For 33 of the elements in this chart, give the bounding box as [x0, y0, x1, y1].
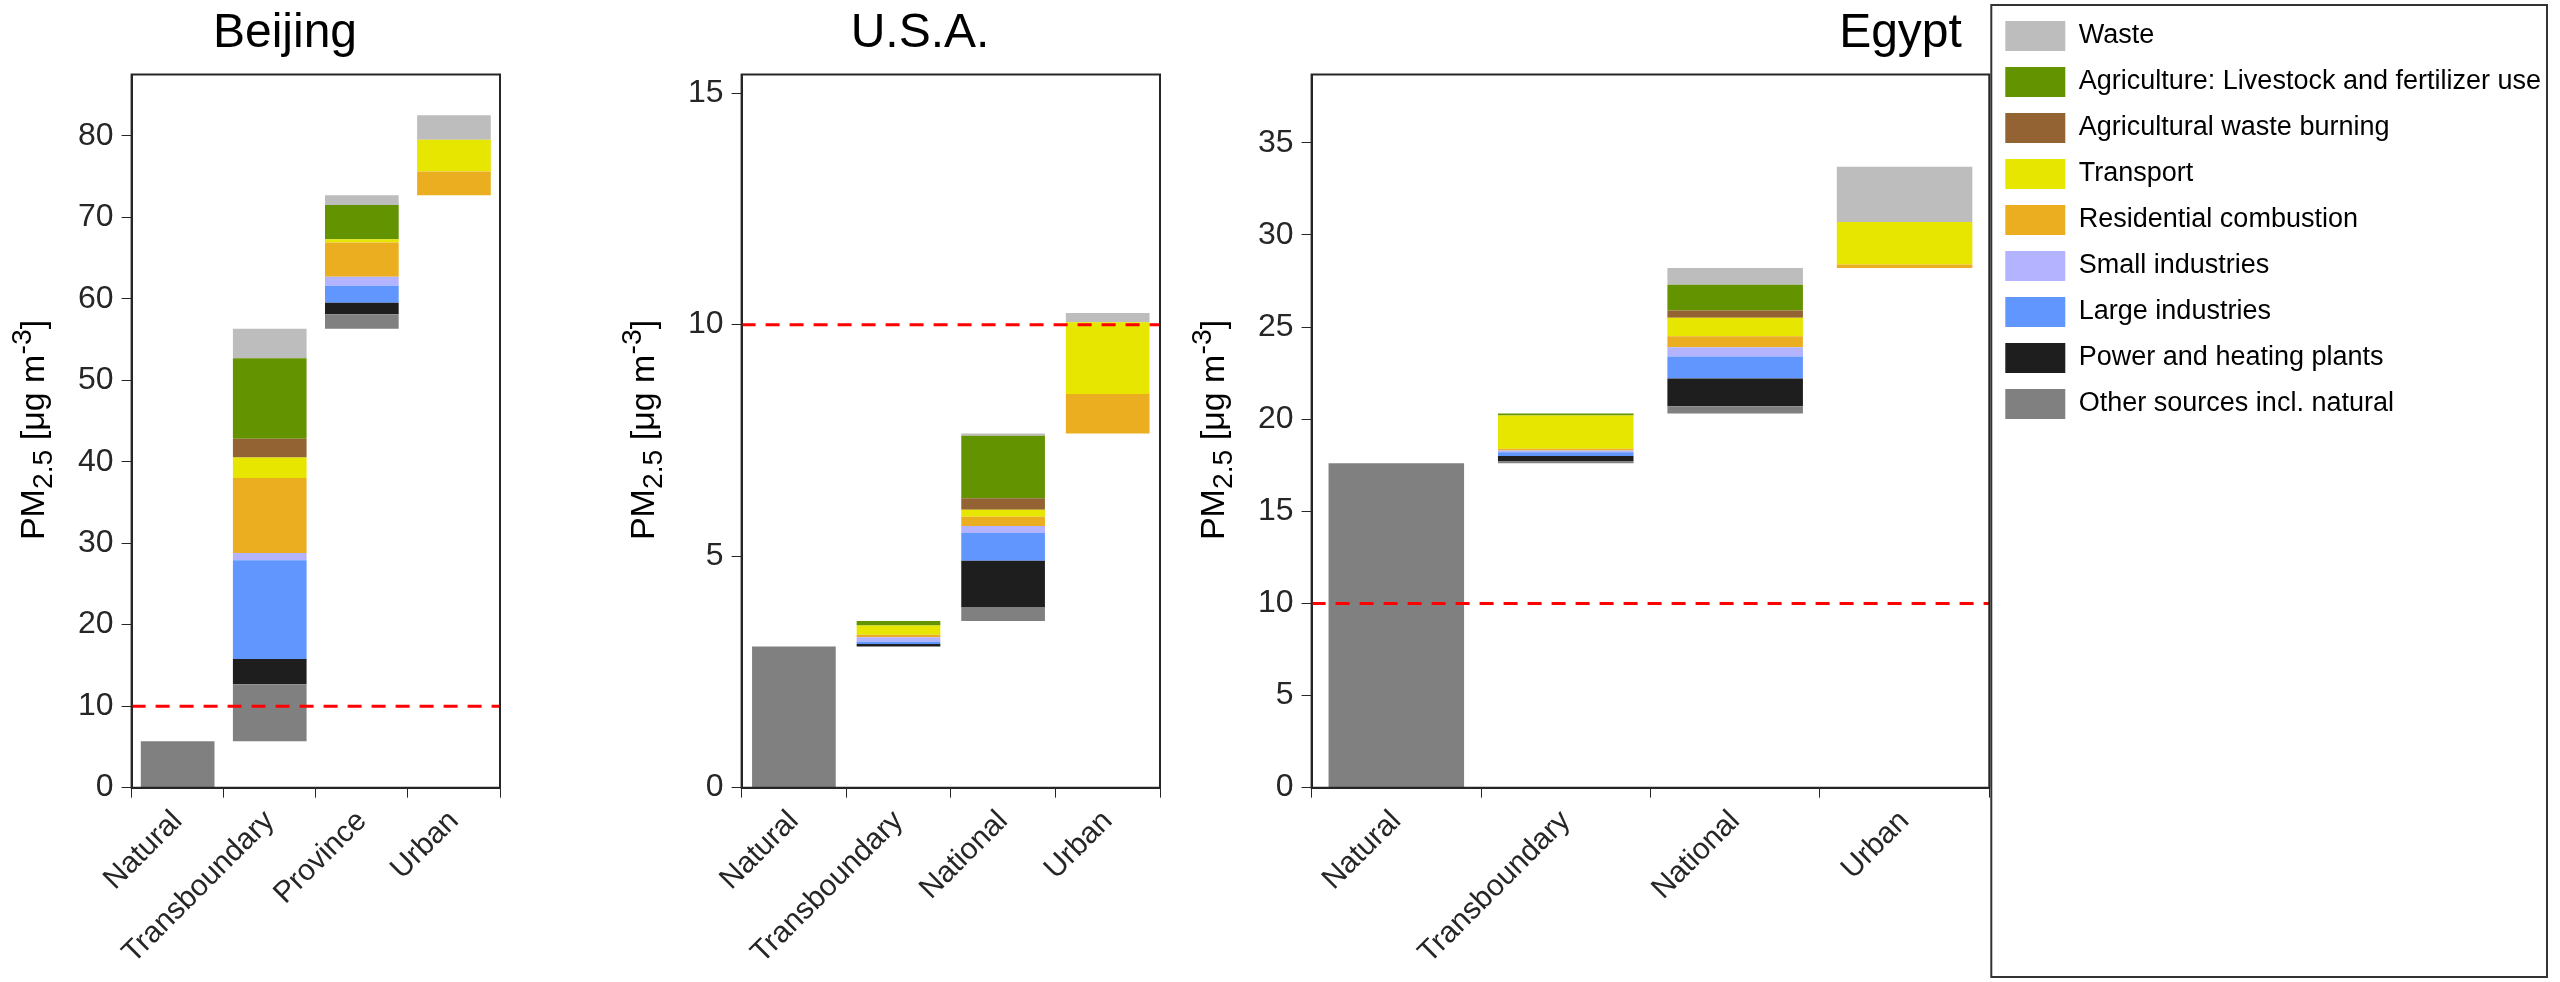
legend-label: Agricultural waste burning: [2078, 111, 2390, 142]
legend-label: Residential combustion: [2078, 203, 2358, 234]
chart-title: U.S.A.: [850, 4, 990, 58]
y-tick-label: 25: [1258, 306, 1294, 343]
legend-label: Other sources incl. natural: [2078, 387, 2394, 418]
y-tick-label: 20: [1258, 398, 1294, 435]
legend-label: Large industries: [2078, 295, 2271, 326]
y-tick-label: 10: [1258, 583, 1294, 620]
y-tick-label: 10: [78, 685, 114, 722]
chart-title: Egypt: [1839, 4, 1962, 58]
y-tick-label: 80: [78, 115, 114, 152]
y-tick-label: 5: [1275, 675, 1294, 712]
y-tick-label: 0: [1275, 767, 1294, 804]
y-tick-label: 50: [78, 360, 114, 397]
y-tick-label: 10: [688, 304, 724, 341]
chart-title: Beijing: [212, 4, 358, 58]
y-tick-label: 5: [705, 535, 724, 572]
y-tick-label: 20: [78, 604, 114, 641]
y-tick-label: 70: [78, 197, 114, 234]
legend-label: Waste: [2078, 19, 2155, 50]
legend-label: Transport: [2078, 157, 2194, 188]
y-tick-label: 30: [78, 523, 114, 559]
y-tick-label: 0: [705, 767, 724, 804]
y-tick-label: 15: [688, 72, 724, 109]
y-tick-label: 30: [1258, 214, 1294, 251]
y-tick-label: 35: [1258, 122, 1294, 159]
y-tick-label: 60: [78, 278, 114, 315]
y-tick-label: 15: [1258, 491, 1294, 528]
legend-label: Agriculture: Livestock and fertilizer use: [2078, 65, 2542, 96]
y-tick-label: 0: [95, 767, 114, 804]
y-tick-label: 40: [78, 441, 114, 478]
legend-label: Small industries: [2078, 249, 2270, 280]
legend-label: Power and heating plants: [2078, 341, 2384, 372]
